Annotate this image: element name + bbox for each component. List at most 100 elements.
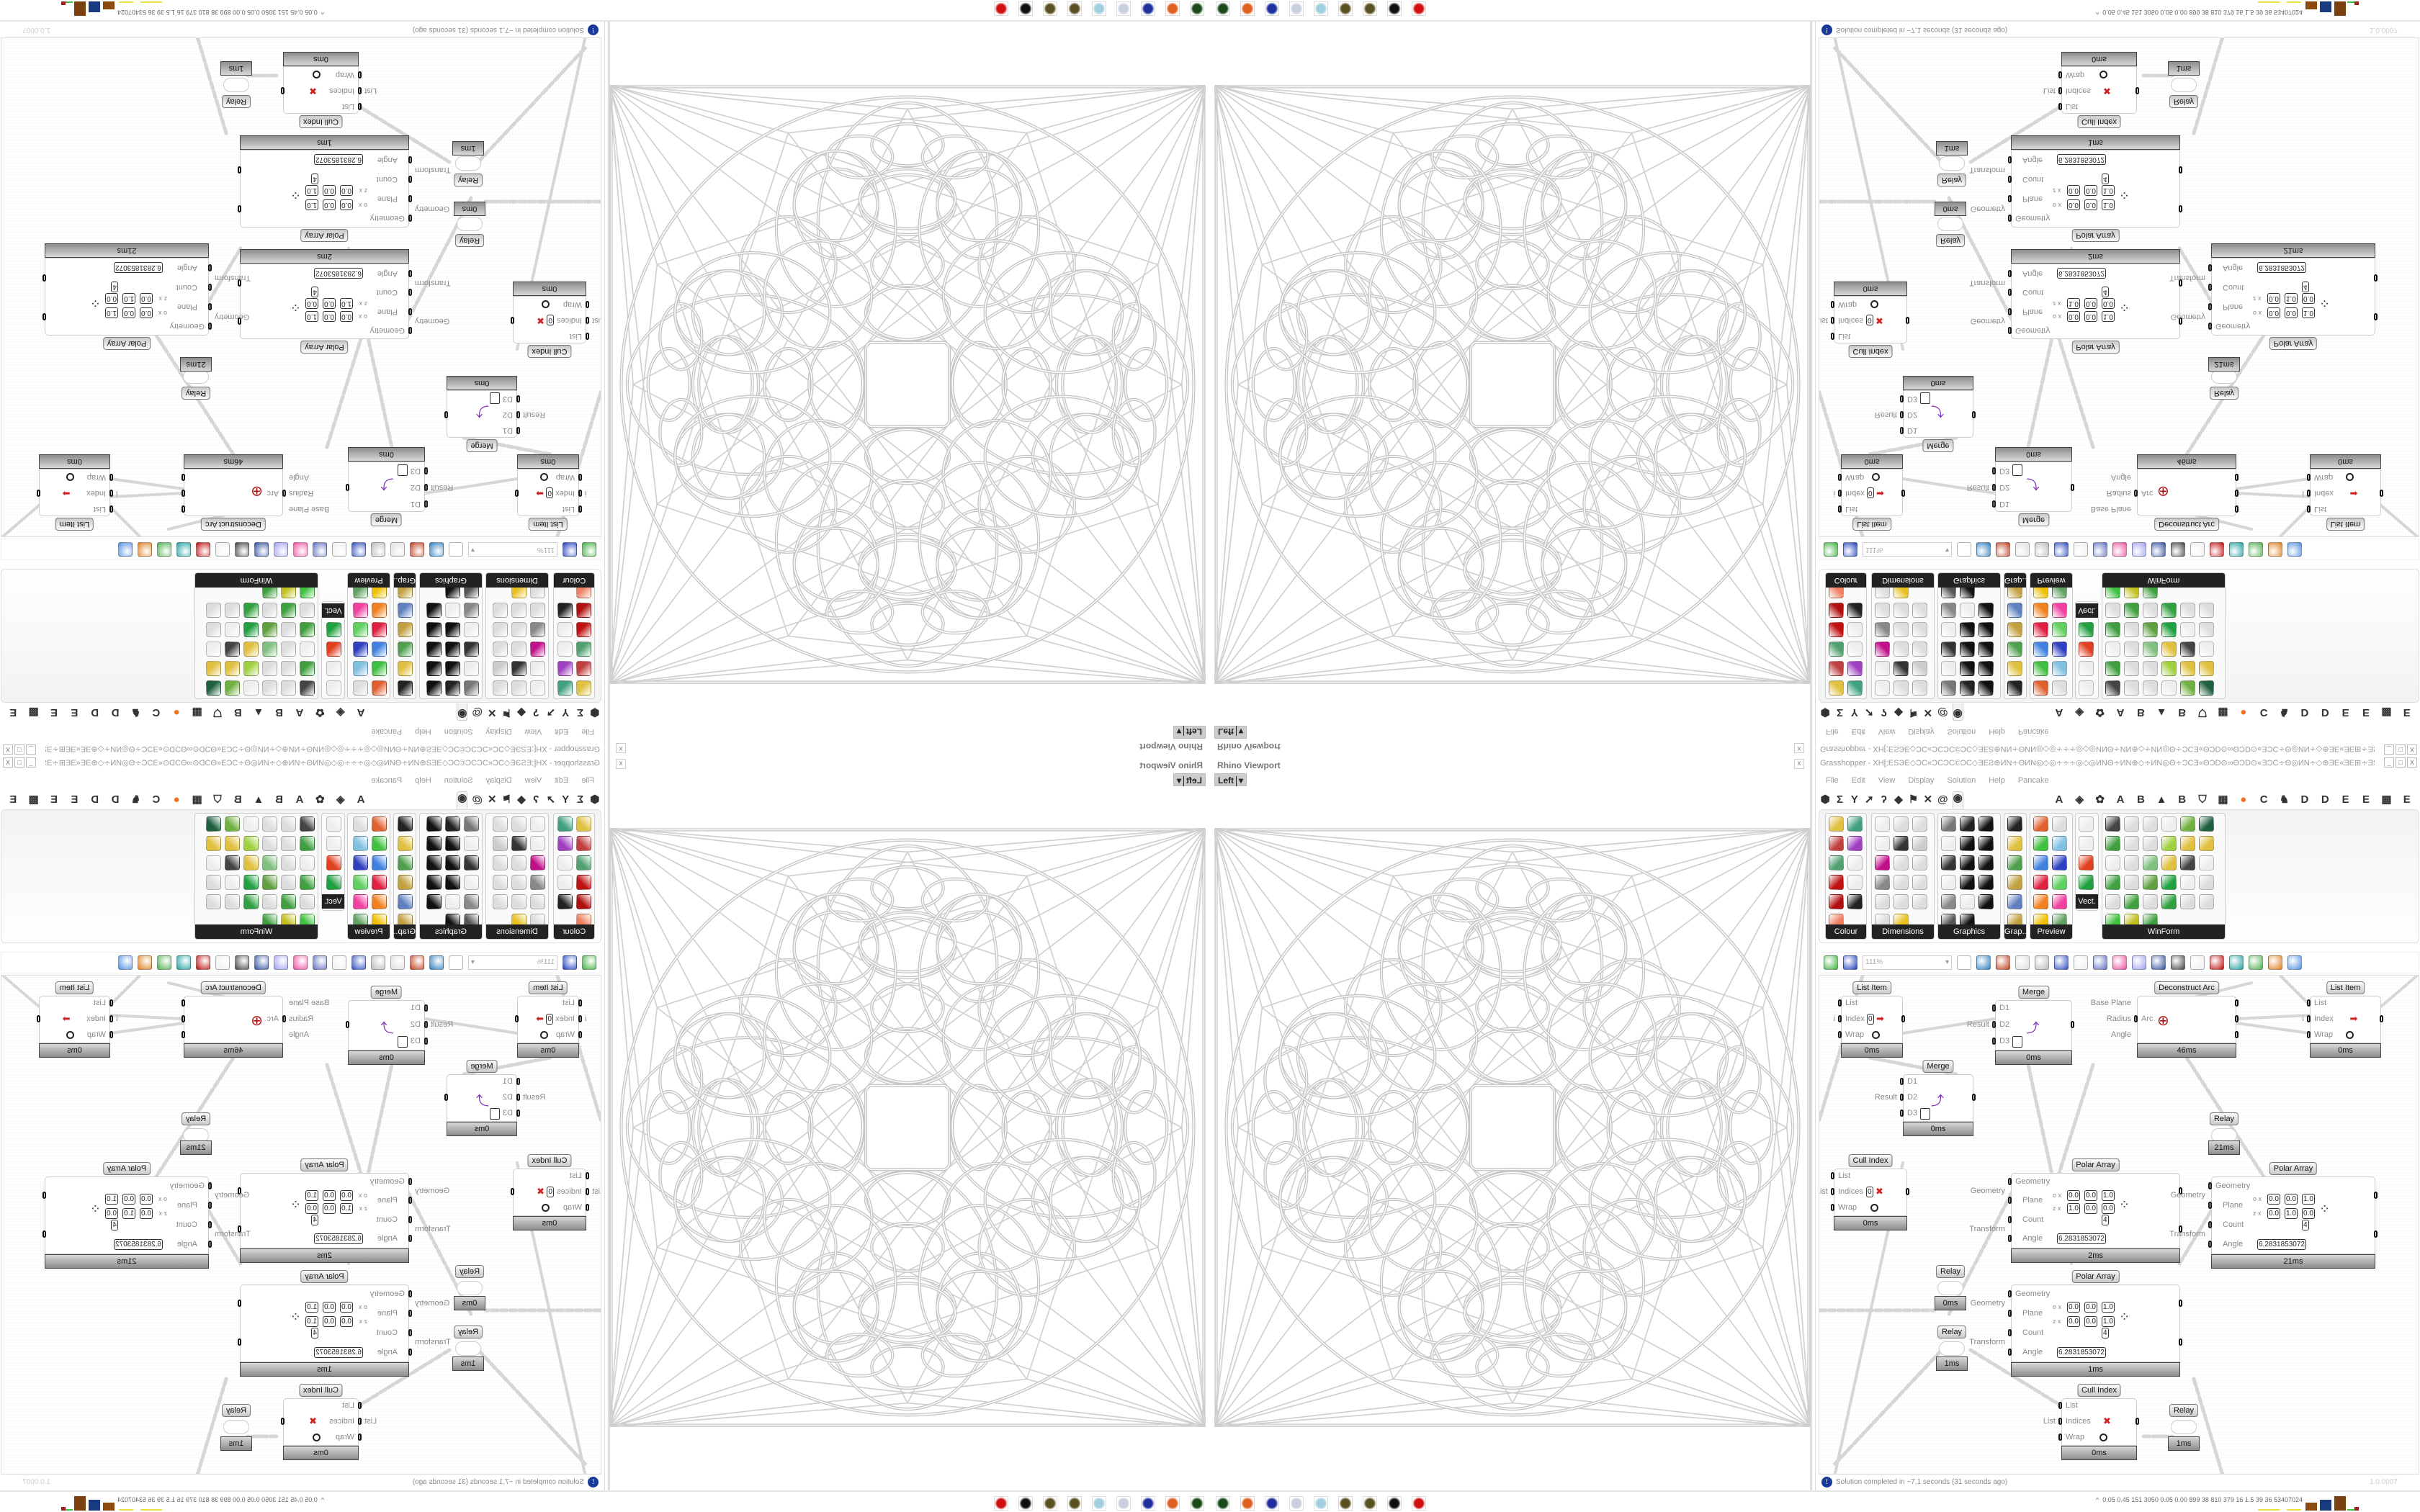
scroll-icon[interactable]	[1289, 1496, 1304, 1511]
input-count[interactable]: Count	[176, 1220, 197, 1229]
output-i[interactable]: i	[1833, 489, 1835, 498]
sketch-pen-icon[interactable]	[1996, 955, 2010, 970]
input-count[interactable]: Count	[376, 288, 398, 297]
port-pin[interactable]	[408, 156, 412, 164]
plane-z-x-value[interactable]: 1.0	[340, 1203, 353, 1215]
plane-o-x-value[interactable]: 0.0	[140, 1194, 153, 1205]
input-d2[interactable]: D2	[1999, 1020, 2010, 1029]
egg-launcher-2-icon[interactable]	[1043, 1496, 1057, 1511]
label-a-icon[interactable]	[2105, 816, 2120, 832]
port-pin[interactable]	[408, 1234, 412, 1242]
view-selector[interactable]: Left▾	[1214, 773, 1247, 786]
input-wrap[interactable]: Wrap	[335, 1433, 354, 1441]
wolf-icon[interactable]	[1387, 1496, 1402, 1511]
bar-icon[interactable]	[281, 603, 296, 618]
slider-box-icon[interactable]	[281, 661, 296, 676]
scroll-icon[interactable]	[1116, 1496, 1131, 1511]
relay-box-icon[interactable]	[390, 542, 405, 557]
eye-circle-icon[interactable]	[426, 816, 442, 832]
port-pin[interactable]	[408, 1290, 412, 1297]
input-angle[interactable]: Angle	[176, 264, 197, 273]
menu-pancake[interactable]: Pancake	[2017, 776, 2049, 785]
plane-z-y-value[interactable]: 0.0	[323, 1315, 336, 1327]
port-pin[interactable]	[208, 284, 212, 292]
port-pin[interactable]	[2179, 1338, 2182, 1346]
colour-rgb-cube-icon[interactable]	[576, 642, 591, 657]
grid-green-icon[interactable]	[2161, 836, 2177, 851]
grasshopper-canvas[interactable]: List Item 0ms List Index Wrap i 0 ➡ Merge 0ms D1 D2…	[1819, 37, 2419, 537]
letter-a-icon[interactable]: A	[295, 706, 304, 719]
input-plane[interactable]: Plane	[377, 1308, 398, 1318]
port-pin[interactable]	[208, 1201, 212, 1209]
letter-e-icon[interactable]: E	[9, 706, 17, 719]
orange-sphere-icon[interactable]	[2268, 955, 2282, 970]
pacman-icon[interactable]	[225, 836, 240, 851]
magenta-swatch-icon[interactable]	[530, 855, 545, 870]
menu-view[interactable]: View	[524, 776, 542, 785]
plane-z-y-value[interactable]: 0.0	[323, 297, 336, 309]
dimension-linear-icon[interactable]	[511, 680, 526, 696]
port-pin[interactable]	[578, 1015, 582, 1022]
port-pin[interactable]	[586, 301, 589, 308]
count-value[interactable]: 4	[2302, 282, 2309, 293]
ok-button-icon[interactable]	[206, 875, 221, 890]
bird-icon[interactable]: ♞	[2279, 706, 2290, 719]
input-plane[interactable]: Plane	[2022, 307, 2043, 316]
input-wrap[interactable]: Wrap	[2066, 71, 2085, 79]
list-bullets-icon[interactable]	[2143, 894, 2158, 909]
bulb-icon[interactable]	[274, 542, 288, 557]
plane-z-z-value[interactable]: 0.0	[105, 293, 118, 305]
input-list[interactable]: List	[1838, 332, 1851, 341]
input-count[interactable]: Count	[2022, 1328, 2044, 1337]
text-lines-icon[interactable]	[281, 642, 296, 657]
port-pin[interactable]	[1900, 427, 1904, 434]
input-wrap[interactable]: Wrap	[86, 473, 106, 482]
input-wrap[interactable]: Wrap	[2314, 473, 2334, 482]
angle-value[interactable]: 6.2831853072	[2057, 268, 2106, 279]
image-doc-icon[interactable]	[2074, 542, 2088, 557]
port-pin[interactable]	[2008, 1348, 2012, 1356]
label-a-icon[interactable]	[300, 680, 315, 696]
port-pin[interactable]	[2235, 1031, 2238, 1038]
dim-arrow-icon[interactable]	[493, 622, 508, 637]
node-title[interactable]: Merge	[466, 439, 498, 452]
zoom-extents-icon[interactable]	[449, 955, 463, 970]
dim-line-icon[interactable]	[493, 894, 508, 909]
histogram-icon[interactable]	[2007, 680, 2022, 696]
port-pin[interactable]	[1972, 1094, 1976, 1101]
square-circle-icon[interactable]	[1978, 661, 1994, 676]
pacman-icon[interactable]	[225, 661, 240, 676]
output-list[interactable]: List	[592, 1187, 601, 1196]
port-pin[interactable]	[424, 1038, 428, 1045]
pen-icon[interactable]	[1894, 661, 1909, 676]
text-a-plus-icon[interactable]	[2180, 875, 2195, 890]
dim-arrow-icon[interactable]	[1912, 622, 1927, 637]
dim-aligned-icon[interactable]	[493, 642, 508, 657]
molecules-icon[interactable]	[2033, 855, 2048, 870]
green-box-icon[interactable]	[243, 894, 259, 909]
ring-icon[interactable]	[464, 622, 479, 637]
ok-button-icon[interactable]	[2199, 622, 2214, 637]
colour-cube-icon[interactable]	[1829, 661, 1844, 676]
input-indices[interactable]: Indices	[2066, 86, 2091, 95]
plane-o-y-value[interactable]: 0.0	[323, 1302, 336, 1313]
port-pin[interactable]	[2235, 474, 2238, 481]
dim-radius-icon[interactable]	[511, 603, 526, 618]
zoom-level-field[interactable]: 111%	[468, 955, 557, 970]
label-a-icon[interactable]	[2105, 680, 2120, 696]
egg-launcher-icon[interactable]	[1338, 1, 1353, 16]
count-value[interactable]: 4	[311, 174, 318, 185]
plane-o-x-value[interactable]: 0.0	[340, 311, 353, 323]
calendar-icon[interactable]	[2180, 894, 2195, 909]
port-pin[interactable]	[511, 317, 514, 324]
sigma-icon[interactable]: Σ	[576, 793, 583, 806]
output-result[interactable]: Result	[1966, 483, 1989, 492]
output-geometry[interactable]: Geometry	[415, 1187, 450, 1196]
calendar-icon[interactable]	[225, 603, 240, 618]
input-wrap[interactable]: Wrap	[555, 473, 575, 482]
letter-d-icon[interactable]: D	[111, 793, 120, 806]
node-title[interactable]: Polar Array	[102, 337, 151, 350]
egg-launcher-icon[interactable]	[1067, 1, 1082, 16]
port-pin[interactable]	[516, 411, 520, 418]
image-doc-icon[interactable]	[2074, 955, 2088, 970]
